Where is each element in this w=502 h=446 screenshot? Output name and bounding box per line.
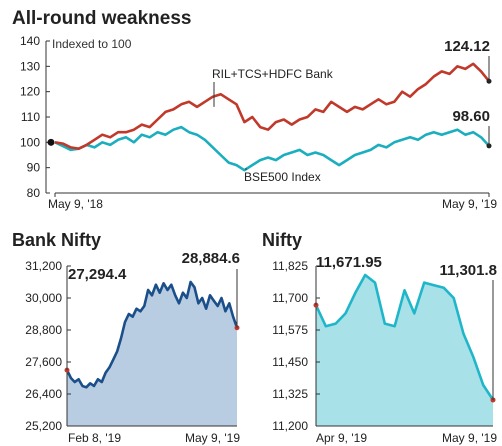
chart1-title: All-round weakness (12, 8, 192, 29)
chart2-y-tick-label-2: 27,600 (25, 355, 62, 369)
chart2-area-fill (67, 282, 237, 426)
chart1-series-0-name: RIL+TCS+HDFC Bank (212, 67, 334, 81)
chart3-y-tick-label-3: 11,575 (272, 323, 308, 337)
chart1-series-1-line (54, 125, 490, 172)
chart3-plot: 11,200 11,325 11,450 11,575 11,700 11,825 (272, 259, 496, 433)
chart2-y-tick-label-0: 25,200 (25, 419, 62, 433)
chart3-x-end-label: May 9, '19 (442, 431, 497, 445)
chart3-x-start-label: Apr 9, '19 (316, 431, 367, 445)
chart3-first-label: 11,671.95 (316, 254, 382, 271)
chart3-y-tick-label-5: 11,825 (272, 259, 308, 273)
chart1-series-1-last-label: 98.60 (452, 108, 490, 125)
chart1-start-point (47, 138, 55, 146)
chart3-y-tick-label-4: 11,700 (272, 291, 308, 305)
chart1-y-tick-label-6: 140 (20, 34, 40, 48)
chart2-first-label: 27,294.4 (68, 266, 127, 283)
chart1-y-tick-label-3: 110 (21, 110, 40, 124)
chart3-last-label: 11,301.8 (439, 262, 497, 279)
chart1-y-tick-label-1: 90 (27, 161, 41, 175)
chart2-y-tick-label-1: 26,400 (25, 387, 62, 401)
chart2-y-tick-label-3: 28,800 (25, 323, 62, 337)
chart1-y-tick-label-5: 130 (20, 59, 40, 73)
chart1-x-end-label: May 9, '19 (442, 197, 497, 211)
chart1-series-0-line (54, 62, 491, 150)
chart3-y-tick-label-0: 11,200 (272, 419, 308, 433)
chart1-y-tick-label-0: 80 (27, 186, 41, 200)
chart2-plot: 25,200 26,400 27,600 28,800 30,000 31,200 (25, 259, 240, 433)
chart1-y-axis: 80 90 100 110 120 130 140 (20, 34, 490, 200)
chart2-title: Bank Nifty (12, 230, 101, 250)
chart2-x-start-label: Feb 8, '19 (68, 431, 121, 445)
chart3-y-tick-label-2: 11,450 (272, 355, 308, 369)
chart1-lines (47, 56, 492, 172)
chart1-y-tick-label-2: 100 (20, 135, 40, 149)
chart2-y-tick-label-5: 31,200 (25, 259, 62, 273)
chart1-series-1-name: BSE500 Index (244, 170, 321, 184)
chart1-ylabel: Indexed to 100 (52, 37, 132, 51)
chart3-line (314, 273, 495, 401)
chart2-y-tick-label-4: 30,000 (25, 291, 62, 305)
chart2-line (65, 280, 239, 389)
chart1-x-start-label: May 9, '18 (48, 197, 103, 211)
chart1-series-0-last-label: 124.12 (444, 38, 490, 55)
chart2-x-end-label: May 9, '19 (185, 431, 240, 445)
chart3-y-tick-label-1: 11,325 (272, 387, 308, 401)
chart3-title: Nifty (262, 230, 302, 250)
chart3-area-fill (316, 275, 493, 426)
chart2-last-label: 28,884.6 (182, 250, 240, 267)
chart1-y-tick-label-4: 120 (20, 85, 40, 99)
